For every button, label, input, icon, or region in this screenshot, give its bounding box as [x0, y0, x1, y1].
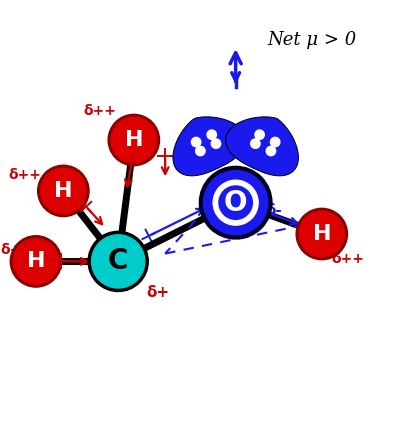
Circle shape	[199, 166, 272, 239]
Circle shape	[38, 165, 89, 216]
Circle shape	[108, 115, 160, 166]
Text: δ++: δ++	[1, 242, 33, 257]
Circle shape	[40, 168, 86, 213]
Circle shape	[207, 130, 217, 139]
Circle shape	[213, 180, 258, 225]
Circle shape	[299, 211, 345, 257]
Circle shape	[255, 130, 264, 139]
Text: H: H	[125, 130, 143, 150]
Circle shape	[211, 139, 220, 148]
Text: H: H	[312, 224, 331, 244]
Circle shape	[251, 139, 260, 148]
Circle shape	[111, 117, 156, 163]
Circle shape	[196, 147, 205, 156]
Text: δ++: δ++	[83, 104, 116, 117]
Text: δ++: δ++	[9, 168, 41, 182]
Polygon shape	[226, 117, 298, 176]
Circle shape	[296, 208, 347, 260]
Text: δ-: δ-	[265, 203, 282, 218]
Circle shape	[13, 239, 59, 284]
Circle shape	[191, 137, 201, 147]
Circle shape	[88, 231, 148, 291]
Circle shape	[92, 235, 145, 288]
Text: H: H	[27, 251, 45, 272]
Circle shape	[204, 171, 268, 235]
Text: O: O	[224, 189, 248, 217]
Text: H: H	[54, 181, 73, 201]
Text: δ+: δ+	[146, 285, 169, 300]
Circle shape	[10, 236, 62, 287]
Circle shape	[270, 137, 280, 147]
Polygon shape	[173, 117, 246, 176]
Text: C: C	[108, 248, 129, 275]
Circle shape	[266, 147, 275, 156]
Text: δ++: δ++	[332, 253, 364, 266]
Text: Net μ > 0: Net μ > 0	[267, 31, 356, 49]
Circle shape	[219, 186, 252, 219]
